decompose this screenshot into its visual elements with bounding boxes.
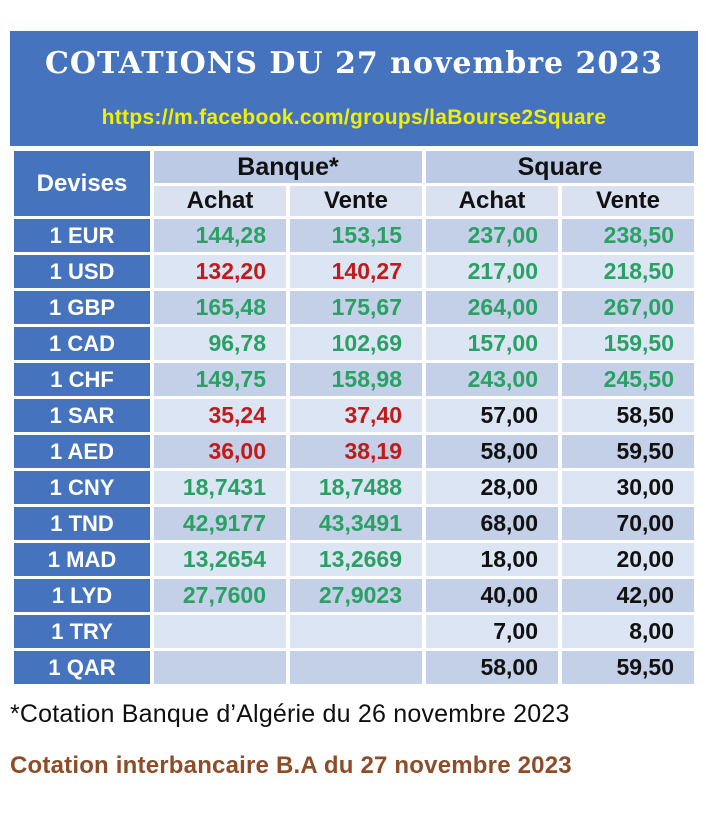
rate-cell: 267,00 xyxy=(562,291,695,324)
currency-cell: 1 CHF xyxy=(14,363,150,396)
currency-cell: 1 LYD xyxy=(14,579,150,612)
currency-cell: 1 AED xyxy=(14,435,150,468)
rate-cell: 96,78 xyxy=(154,327,286,360)
square-vente-header: Vente xyxy=(562,186,695,216)
rate-cell: 57,00 xyxy=(426,399,558,432)
rate-cell: 18,7488 xyxy=(290,471,422,504)
rate-cell: 149,75 xyxy=(154,363,286,396)
rate-cell: 7,00 xyxy=(426,615,558,648)
currency-cell: 1 MAD xyxy=(14,543,150,576)
facebook-group-url: https://m.facebook.com/groups/laBourse2S… xyxy=(101,106,607,129)
rate-cell xyxy=(290,615,422,648)
rate-cell: 30,00 xyxy=(562,471,695,504)
rate-cell: 153,15 xyxy=(290,219,422,252)
currency-cell: 1 CAD xyxy=(14,327,150,360)
rate-cell: 158,98 xyxy=(290,363,422,396)
rate-cell: 132,20 xyxy=(154,255,286,288)
rate-cell: 36,00 xyxy=(154,435,286,468)
rate-cell: 18,7431 xyxy=(154,471,286,504)
rate-cell: 68,00 xyxy=(426,507,558,540)
rate-row: 1 AED 36,00 38,19 58,00 59,50 xyxy=(14,435,695,468)
devises-column-header: Devises xyxy=(14,151,150,216)
rate-row: 1 USD 132,20 140,27 217,00 218,50 xyxy=(14,255,695,288)
currency-cell: 1 SAR xyxy=(14,399,150,432)
currency-cell: 1 QAR xyxy=(14,651,150,684)
currency-cell: 1 TND xyxy=(14,507,150,540)
rate-row: 1 SAR 35,24 37,40 57,00 58,50 xyxy=(14,399,695,432)
square-group-header: Square xyxy=(426,151,695,183)
rate-cell: 42,9177 xyxy=(154,507,286,540)
rate-cell: 58,50 xyxy=(562,399,695,432)
rate-cell: 8,00 xyxy=(562,615,695,648)
rate-cell: 27,9023 xyxy=(290,579,422,612)
rate-row: 1 LYD 27,7600 27,9023 40,00 42,00 xyxy=(14,579,695,612)
rate-cell: 37,40 xyxy=(290,399,422,432)
footnote-bank-cotation: *Cotation Banque d’Algérie du 26 novembr… xyxy=(10,700,570,728)
rate-cell: 58,00 xyxy=(426,435,558,468)
rate-cell xyxy=(154,651,286,684)
rate-cell: 13,2669 xyxy=(290,543,422,576)
rate-row: 1 GBP 165,48 175,67 264,00 267,00 xyxy=(14,291,695,324)
currency-cell: 1 CNY xyxy=(14,471,150,504)
rate-cell xyxy=(290,651,422,684)
banner: COTATIONS DU 27 novembre 2023 https://m.… xyxy=(10,31,698,146)
footnote-interbank-cotation: Cotation interbancaire B.A du 27 novembr… xyxy=(10,752,572,779)
rate-row: 1 TRY 7,00 8,00 xyxy=(14,615,695,648)
rate-row: 1 EUR 144,28 153,15 237,00 238,50 xyxy=(14,219,695,252)
banque-group-header: Banque* xyxy=(154,151,422,183)
rate-cell: 245,50 xyxy=(562,363,695,396)
currency-cell: 1 USD xyxy=(14,255,150,288)
rate-cell: 218,50 xyxy=(562,255,695,288)
rate-cell: 18,00 xyxy=(426,543,558,576)
rate-cell: 35,24 xyxy=(154,399,286,432)
rate-cell: 13,2654 xyxy=(154,543,286,576)
currency-cell: 1 EUR xyxy=(14,219,150,252)
rate-row: 1 QAR 58,00 59,50 xyxy=(14,651,695,684)
rate-cell xyxy=(154,615,286,648)
rate-cell: 58,00 xyxy=(426,651,558,684)
rate-cell: 59,50 xyxy=(562,435,695,468)
rate-cell: 165,48 xyxy=(154,291,286,324)
rate-cell: 20,00 xyxy=(562,543,695,576)
rates-table: Devises Banque* Square Achat Vente Achat… xyxy=(10,148,698,687)
rate-cell: 144,28 xyxy=(154,219,286,252)
banque-vente-header: Vente xyxy=(290,186,422,216)
square-achat-header: Achat xyxy=(426,186,558,216)
rate-cell: 40,00 xyxy=(426,579,558,612)
banque-achat-header: Achat xyxy=(154,186,286,216)
rate-row: 1 CNY 18,7431 18,7488 28,00 30,00 xyxy=(14,471,695,504)
rate-cell: 70,00 xyxy=(562,507,695,540)
rate-cell: 238,50 xyxy=(562,219,695,252)
rate-cell: 217,00 xyxy=(426,255,558,288)
subheader-row: Achat Vente Achat Vente xyxy=(14,186,695,216)
rate-cell: 157,00 xyxy=(426,327,558,360)
rate-cell: 27,7600 xyxy=(154,579,286,612)
rate-cell: 237,00 xyxy=(426,219,558,252)
rate-cell: 42,00 xyxy=(562,579,695,612)
group-header-row: Devises Banque* Square xyxy=(14,151,695,216)
currency-cell: 1 GBP xyxy=(14,291,150,324)
rate-cell: 159,50 xyxy=(562,327,695,360)
rate-cell: 38,19 xyxy=(290,435,422,468)
rate-row: 1 CAD 96,78 102,69 157,00 159,50 xyxy=(14,327,695,360)
rate-row: 1 CHF 149,75 158,98 243,00 245,50 xyxy=(14,363,695,396)
rate-row: 1 MAD 13,2654 13,2669 18,00 20,00 xyxy=(14,543,695,576)
rate-cell: 43,3491 xyxy=(290,507,422,540)
currency-cell: 1 TRY xyxy=(14,615,150,648)
rate-cell: 175,67 xyxy=(290,291,422,324)
rate-cell: 140,27 xyxy=(290,255,422,288)
page-title: COTATIONS DU 27 novembre 2023 xyxy=(44,46,664,81)
rate-row: 1 TND 42,9177 43,3491 68,00 70,00 xyxy=(14,507,695,540)
cotations-post: COTATIONS DU 27 novembre 2023 https://m.… xyxy=(0,31,706,780)
rate-cell: 243,00 xyxy=(426,363,558,396)
rate-cell: 102,69 xyxy=(290,327,422,360)
rate-cell: 28,00 xyxy=(426,471,558,504)
rate-cell: 59,50 xyxy=(562,651,695,684)
rate-cell: 264,00 xyxy=(426,291,558,324)
